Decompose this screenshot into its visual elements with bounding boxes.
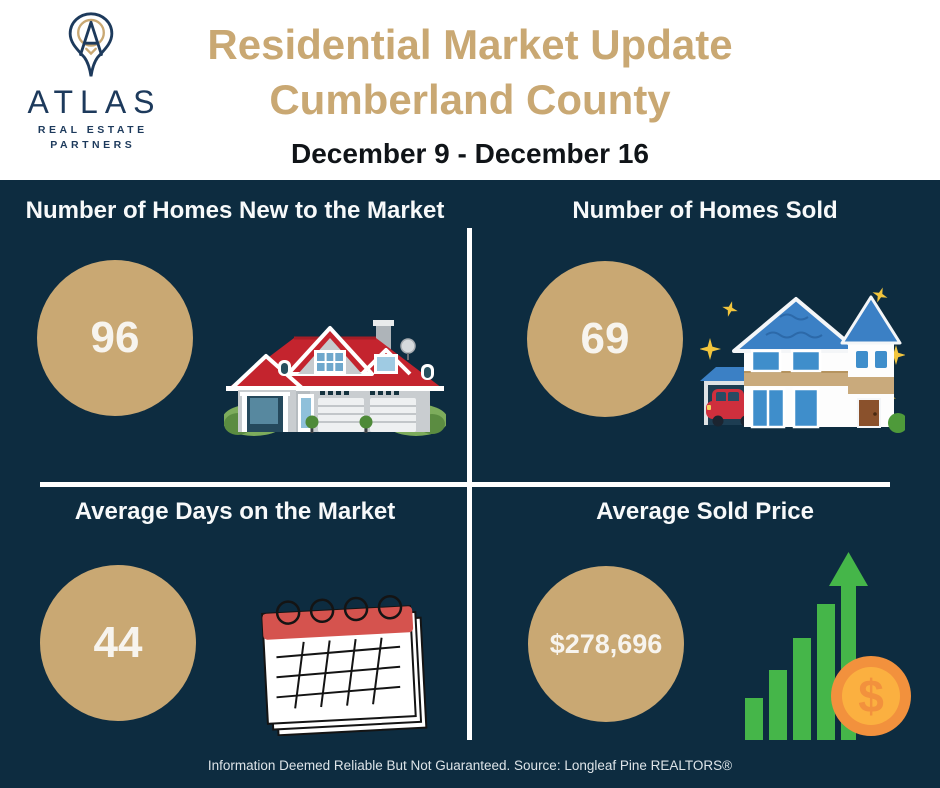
stat-circle-homes-sold: 69 [527, 261, 683, 417]
brand-name: ATLAS [27, 84, 162, 120]
stat-value-avg-price: $278,696 [549, 628, 663, 659]
stat-circle-new-to-market: 96 [37, 260, 193, 416]
stat-label-avg-price: Average Sold Price [596, 498, 814, 525]
page-title: Residential Market Update Cumberland Cou… [0, 18, 940, 127]
price-growth-chart-icon: $ [745, 552, 911, 740]
new-home-house-icon [224, 320, 446, 436]
svg-text:$: $ [858, 670, 884, 722]
stat-circle-avg-price: $278,696 [528, 566, 684, 722]
stat-value-homes-sold: 69 [580, 314, 630, 363]
stat-label-avg-days: Average Days on the Market [74, 498, 396, 525]
stats-board: Number of Homes New to the Market Number… [0, 180, 940, 788]
horizontal-divider [40, 482, 890, 487]
title-line-2: Cumberland County [269, 75, 671, 123]
brand-tagline-line1: REAL ESTATE [37, 124, 148, 136]
disclaimer-text: Information Deemed Reliable But Not Guar… [207, 758, 733, 773]
header-band: ATLAS REAL ESTATE PARTNERS Residential M… [0, 0, 940, 180]
title-line-1: Residential Market Update [207, 21, 733, 68]
stat-value-avg-days: 44 [93, 618, 143, 667]
front-door-icon [857, 398, 881, 428]
stat-label-homes-sold: Number of Homes Sold [572, 197, 838, 224]
sold-home-house-icon [700, 287, 905, 433]
atlas-logo: ATLAS REAL ESTATE PARTNERS [16, 10, 166, 151]
atlas-logo-pin-icon [68, 12, 114, 77]
dollar-coin-icon: $ [831, 656, 911, 736]
satellite-dish-icon [400, 338, 416, 354]
stat-circle-avg-days: 44 [40, 565, 196, 721]
calendar-icon [261, 595, 428, 736]
red-car-icon [706, 389, 756, 427]
brand-tagline-line2: PARTNERS [50, 139, 136, 151]
date-range: December 9 - December 16 [291, 138, 649, 169]
stat-label-new-to-market: Number of Homes New to the Market [25, 197, 445, 224]
stat-value-new-to-market: 96 [90, 313, 140, 362]
